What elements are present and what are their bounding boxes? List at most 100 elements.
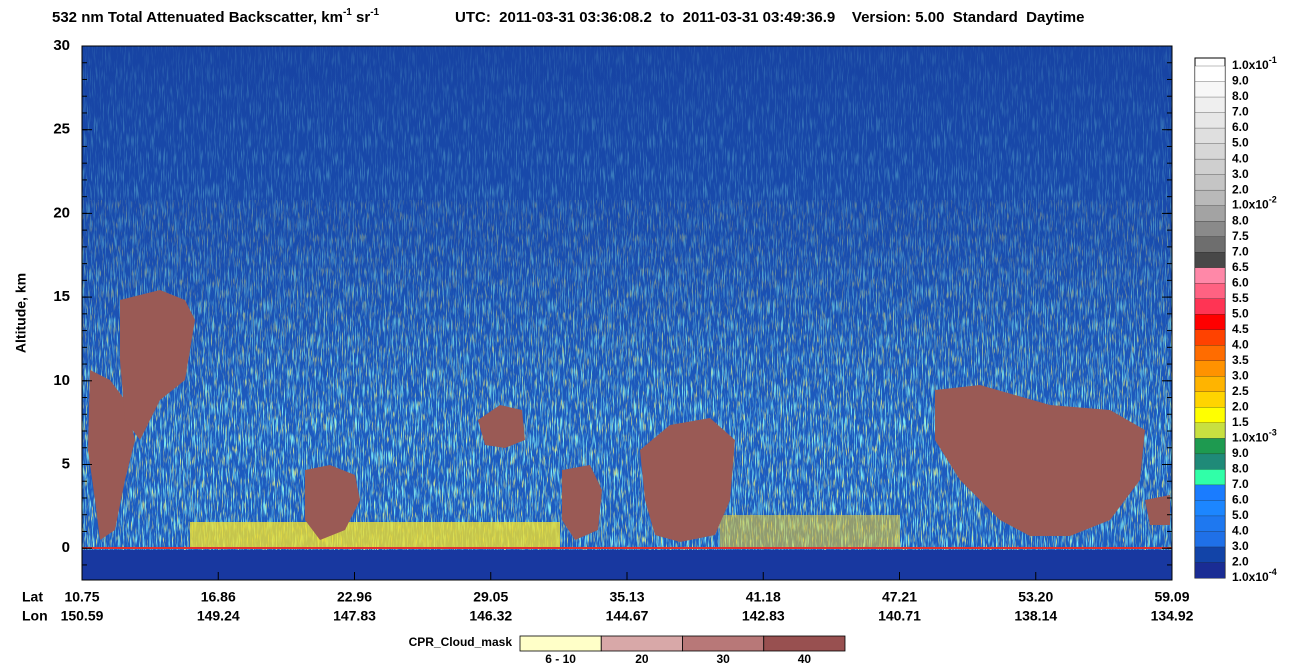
colorbar-label: 6.0 [1232, 493, 1249, 507]
colorbar-label: 1.0x10-1 [1232, 55, 1277, 72]
x-tick-label: 142.83 [742, 608, 785, 624]
colorbar-label: 3.0 [1232, 539, 1249, 553]
x-tick-label: 150.59 [61, 608, 104, 624]
x-tick-label: 138.14 [1014, 608, 1057, 624]
cloud-mask-swatch [763, 635, 846, 652]
y-tick-label: 25 [53, 121, 70, 138]
colorbar-label: 3.0 [1232, 167, 1249, 181]
colorbar-label-base: 1.0x10 [1232, 198, 1269, 212]
colorbar-swatch [1194, 96, 1226, 113]
x-tick-label: 10.75 [64, 589, 99, 605]
x-tick-label: 134.92 [1151, 608, 1194, 624]
colorbar-label: 1.0x10-3 [1232, 428, 1277, 445]
colorbar-swatch [1194, 221, 1226, 238]
colorbar-swatch [1194, 531, 1226, 548]
y-tick-label: 15 [53, 288, 70, 305]
colorbar-swatch [1194, 345, 1226, 362]
y-axis-label: Altitude, km [13, 273, 29, 353]
colorbar: 1.0x10-19.08.07.06.05.04.03.02.01.0x10-2… [1194, 55, 1277, 584]
colorbar-swatch [1194, 158, 1226, 176]
colorbar-swatch [1194, 562, 1226, 579]
colorbar-swatch [1194, 112, 1226, 129]
colorbar-swatch [1194, 484, 1226, 501]
x-tick-label: 140.71 [878, 608, 921, 624]
colorbar-label-exp: -4 [1269, 567, 1277, 577]
colorbar-label: 5.0 [1232, 306, 1249, 320]
colorbar-label: 7.0 [1232, 105, 1249, 119]
cloud-mask-label: 40 [798, 652, 812, 666]
cloud-mask-swatch [600, 635, 683, 652]
chart-title: 532 nm Total Attenuated Backscatter, km-… [52, 7, 380, 26]
cloud-mask-label: 6 - 10 [545, 652, 576, 666]
colorbar-swatch [1194, 189, 1226, 207]
title-sup: -1 [370, 7, 379, 18]
colorbar-label: 4.0 [1232, 524, 1249, 538]
colorbar-label: 9.0 [1232, 446, 1249, 460]
colorbar-swatch [1194, 298, 1226, 315]
colorbar-label: 4.0 [1232, 151, 1249, 165]
colorbar-swatch [1194, 391, 1226, 408]
colorbar-label: 7.0 [1232, 244, 1249, 258]
colorbar-swatch [1194, 360, 1226, 377]
x-tick-label: 29.05 [473, 589, 508, 605]
y-tick-label: 0 [62, 539, 70, 556]
colorbar-swatch [1194, 283, 1226, 300]
x-tick-label: 144.67 [606, 608, 649, 624]
chart-subtitle: UTC: 2011-03-31 03:36:08.2 to 2011-03-31… [455, 9, 1085, 26]
colorbar-swatch [1194, 469, 1226, 486]
cloud-mask-swatch [682, 635, 765, 652]
x-tick-label: 16.86 [201, 589, 236, 605]
colorbar-label: 1.5 [1232, 415, 1249, 429]
colorbar-label: 7.5 [1232, 229, 1249, 243]
colorbar-swatch [1194, 127, 1226, 145]
colorbar-label: 2.5 [1232, 384, 1249, 398]
colorbar-swatch [1194, 500, 1226, 517]
colorbar-swatch [1194, 267, 1226, 284]
colorbar-label: 2.0 [1232, 555, 1249, 569]
colorbar-label: 1.0x10-4 [1232, 567, 1277, 584]
colorbar-label-base: 1.0x10 [1232, 570, 1269, 584]
colorbar-swatch [1194, 143, 1226, 160]
colorbar-swatch [1194, 236, 1226, 253]
colorbar-label: 5.0 [1232, 508, 1249, 522]
colorbar-label: 1.0x10-2 [1232, 195, 1277, 212]
colorbar-swatch [1194, 329, 1226, 346]
colorbar-swatch [1194, 252, 1226, 269]
x-row-name: Lat [22, 589, 43, 605]
colorbar-label: 7.0 [1232, 477, 1249, 491]
colorbar-label: 5.0 [1232, 136, 1249, 150]
colorbar-label: 8.0 [1232, 89, 1249, 103]
cloud-mask-swatch [519, 635, 602, 652]
colorbar-swatch [1194, 174, 1226, 191]
colorbar-swatch [1194, 453, 1226, 470]
colorbar-label-exp: -3 [1269, 428, 1277, 438]
x-tick-label: 149.24 [197, 608, 240, 624]
x-tick-label: 53.20 [1018, 589, 1053, 605]
x-row-name: Lon [22, 608, 48, 624]
x-tick-label: 41.18 [746, 589, 781, 605]
colorbar-swatch [1194, 376, 1226, 393]
x-tick-label: 147.83 [333, 608, 376, 624]
colorbar-label: 3.0 [1232, 368, 1249, 382]
x-tick-label: 22.96 [337, 589, 372, 605]
x-tick-label: 47.21 [882, 589, 917, 605]
colorbar-label: 6.0 [1232, 275, 1249, 289]
colorbar-swatch [1194, 314, 1226, 331]
y-tick-label: 20 [53, 204, 70, 221]
colorbar-label: 4.0 [1232, 337, 1249, 351]
title-sup: -1 [343, 7, 352, 18]
x-tick-label: 59.09 [1154, 589, 1189, 605]
colorbar-label: 6.0 [1232, 120, 1249, 134]
colorbar-label: 9.0 [1232, 74, 1249, 88]
x-tick-label: 146.32 [469, 608, 512, 624]
colorbar-label: 8.0 [1232, 213, 1249, 227]
backscatter-image [82, 46, 1172, 580]
colorbar-swatch [1194, 205, 1226, 222]
cloud-mask-label: 20 [635, 652, 649, 666]
x-tick-label: 35.13 [609, 589, 644, 605]
colorbar-label: 6.5 [1232, 260, 1249, 274]
colorbar-label: 5.5 [1232, 291, 1249, 305]
colorbar-label-exp: -1 [1269, 55, 1277, 65]
cloud-mask-title: CPR_Cloud_mask [409, 635, 513, 649]
